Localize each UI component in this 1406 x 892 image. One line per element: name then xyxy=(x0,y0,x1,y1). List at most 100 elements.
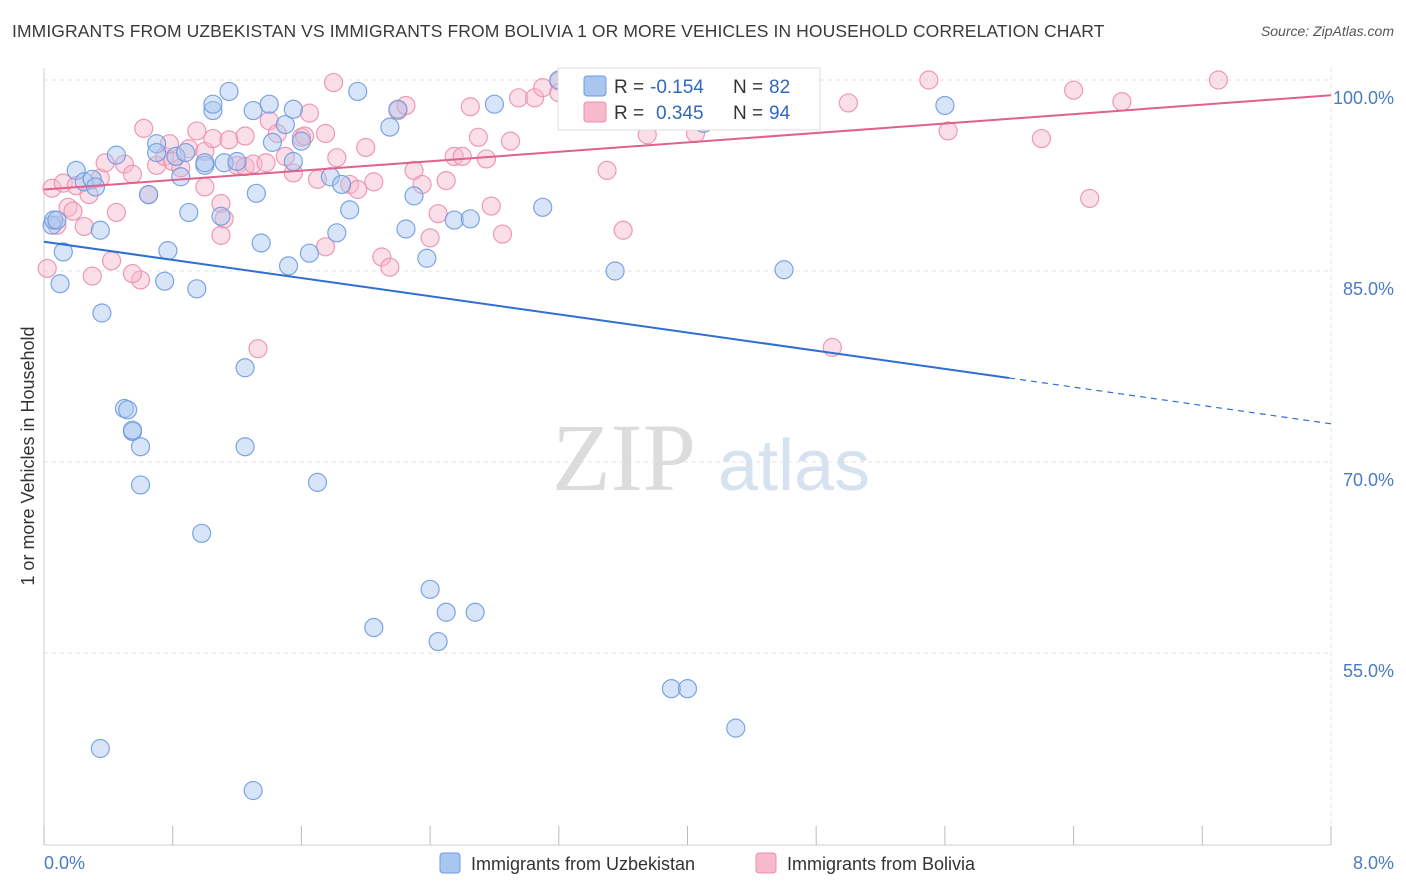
bolivia-point xyxy=(187,121,207,141)
bolivia-point xyxy=(37,258,57,279)
bottom-legend-label-bolivia: Immigrants from Bolivia xyxy=(787,854,976,874)
uzbekistan-point xyxy=(219,81,239,102)
legend-swatch-bolivia xyxy=(583,101,607,123)
series-uzbekistan-points xyxy=(42,70,955,801)
bolivia-point xyxy=(412,174,432,195)
uzbekistan-point xyxy=(444,210,464,230)
uzbekistan-point xyxy=(203,100,223,121)
uzbekistan-point xyxy=(332,174,352,195)
bolivia-point xyxy=(938,121,958,141)
bolivia-point xyxy=(214,209,234,229)
bolivia-point xyxy=(481,196,501,216)
bolivia-point xyxy=(597,160,617,181)
series-legend: Immigrants from Uzbekistan Immigrants fr… xyxy=(439,852,976,874)
bolivia-point xyxy=(436,170,456,191)
x-tick-label-min: 0.0% xyxy=(44,853,85,873)
watermark-atlas: atlas xyxy=(718,426,870,506)
uzbekistan-point xyxy=(661,679,682,699)
uzbekistan-point xyxy=(291,131,311,151)
bolivia-point xyxy=(1208,70,1228,90)
bolivia-point xyxy=(235,126,255,146)
bolivia-point xyxy=(380,257,400,277)
bolivia-point xyxy=(63,201,83,221)
bolivia-point xyxy=(122,164,143,184)
uzbekistan-point xyxy=(246,183,266,203)
bolivia-point xyxy=(47,215,67,235)
bolivia-point xyxy=(1080,188,1100,209)
uzbekistan-point xyxy=(66,160,86,181)
bolivia-point xyxy=(283,163,303,183)
legend-n-value-bolivia: 94 xyxy=(769,103,791,124)
bolivia-point xyxy=(95,153,115,173)
uzbekistan-point xyxy=(243,780,263,801)
x-tick-label-max: 8.0% xyxy=(1353,853,1394,873)
bolivia-point xyxy=(203,128,223,149)
uzbekistan-point xyxy=(114,398,135,419)
uzbekistan-point xyxy=(106,145,126,165)
uzbekistan-point xyxy=(428,631,448,652)
uzbekistan-point xyxy=(47,210,67,230)
uzbekistan-point xyxy=(195,153,215,173)
legend-r-label-bolivia: R = xyxy=(614,103,644,124)
bolivia-point xyxy=(372,247,392,267)
bolivia-point xyxy=(101,251,122,271)
uzbekistan-point xyxy=(155,271,175,291)
y-tick-label: 55.0% xyxy=(1343,661,1394,681)
bolivia-point xyxy=(452,146,472,166)
bolivia-point xyxy=(1063,80,1084,100)
uzbekistan-point xyxy=(348,81,368,102)
uzbekistan-point xyxy=(278,256,299,276)
bolivia-point xyxy=(74,216,94,237)
uzbekistan-point xyxy=(166,146,186,166)
uzbekistan-point xyxy=(187,279,207,299)
watermark: ZIP atlas xyxy=(552,404,870,511)
uzbekistan-point xyxy=(211,206,231,226)
uzbekistan-point xyxy=(259,94,279,114)
bottom-legend-label-uzbekistan: Immigrants from Uzbekistan xyxy=(471,854,695,874)
uzbekistan-point xyxy=(460,209,480,229)
bolivia-point xyxy=(327,148,347,168)
uzbekistan-point xyxy=(299,243,320,263)
uzbekistan-point xyxy=(171,167,191,187)
uzbekistan-point xyxy=(436,602,456,622)
uzbekistan-point xyxy=(147,142,167,163)
legend-n-label-uzbekistan: N = xyxy=(733,77,763,98)
uzbekistan-point xyxy=(262,132,283,152)
uzbekistan-point xyxy=(417,248,437,268)
bolivia-point xyxy=(460,97,480,117)
bolivia-point xyxy=(106,202,126,223)
uzbekistan-point xyxy=(283,151,303,172)
bolivia-trend-line xyxy=(43,94,1332,191)
uzbekistan-point xyxy=(327,223,347,243)
uzbekistan-point xyxy=(50,274,70,294)
bolivia-point xyxy=(82,266,102,286)
bolivia-point xyxy=(299,103,320,123)
watermark-zip: ZIP xyxy=(552,404,696,511)
uzbekistan-point xyxy=(90,738,110,759)
uzbekistan-point xyxy=(404,186,424,206)
uzbekistan-point xyxy=(243,100,263,121)
bolivia-point xyxy=(211,225,231,245)
bolivia-point xyxy=(1112,92,1132,112)
uzbekistan-point xyxy=(307,472,328,492)
bolivia-point xyxy=(134,118,154,138)
chart-source: Source: ZipAtlas.com xyxy=(1260,23,1394,39)
uzbekistan-point xyxy=(118,400,138,420)
bolivia-point xyxy=(315,123,336,144)
bolivia-point xyxy=(508,88,529,108)
uzbekistan-point xyxy=(774,260,794,280)
correlation-legend: R = -0.154 N = 82 R = 0.345 N = 94 xyxy=(557,67,821,131)
uzbekistan-point xyxy=(283,99,303,119)
y-tick-label: 100.0% xyxy=(1333,88,1394,108)
uzbekistan-point xyxy=(388,99,408,119)
legend-r-value-bolivia: 0.345 xyxy=(656,103,704,124)
x-ticks xyxy=(43,826,1332,845)
uzbekistan-point xyxy=(251,233,271,253)
uzbekistan-point xyxy=(203,94,223,114)
bolivia-point xyxy=(323,72,344,93)
uzbekistan-point xyxy=(726,718,746,738)
bolivia-point xyxy=(492,224,513,244)
bolivia-point xyxy=(919,70,939,90)
uzbekistan-point xyxy=(420,579,440,599)
